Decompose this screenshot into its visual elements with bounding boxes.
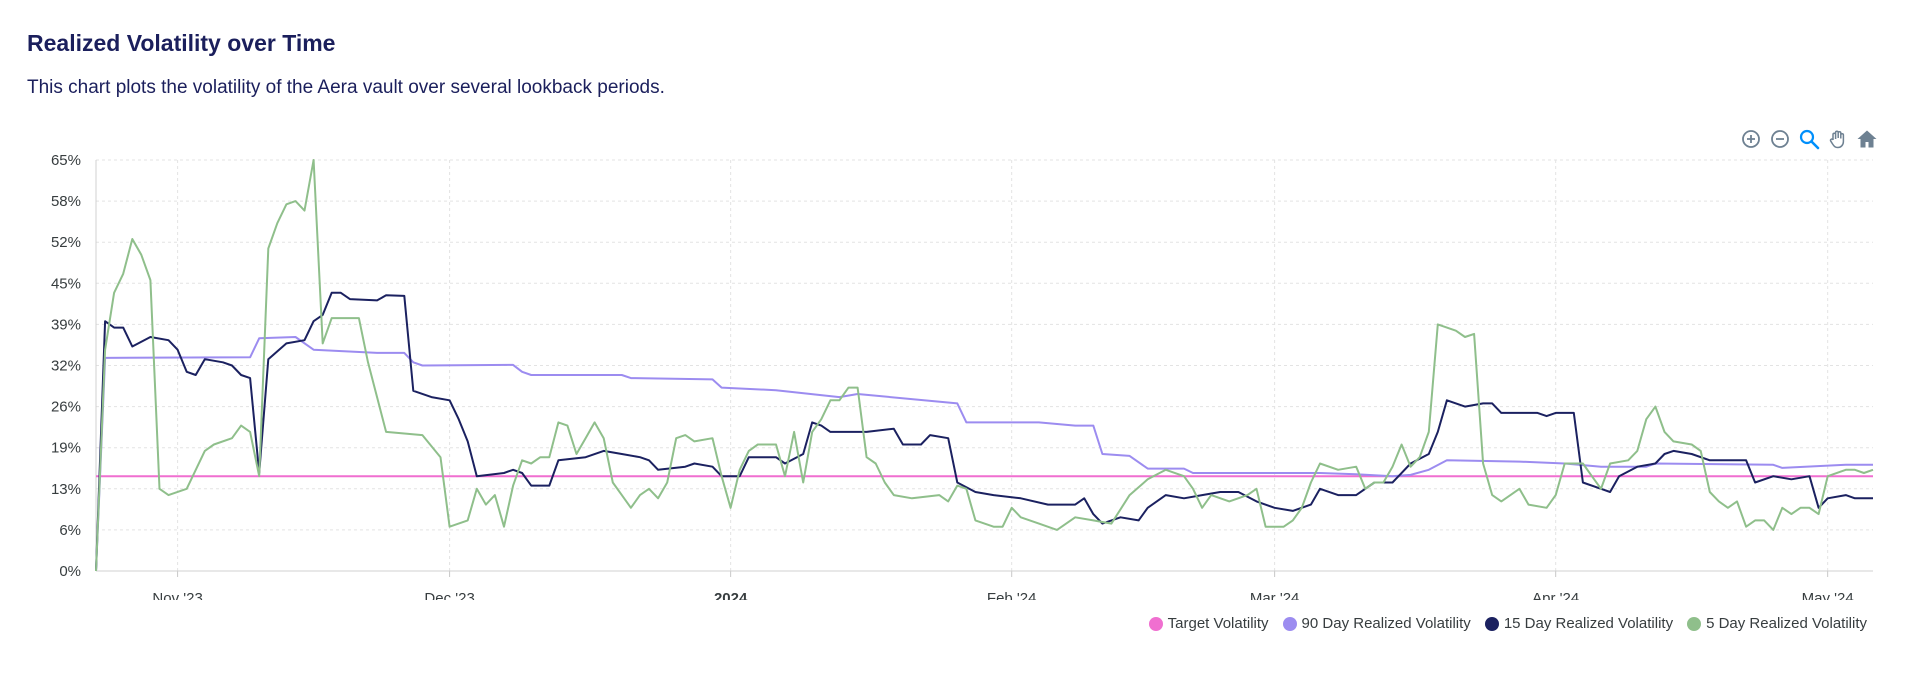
legend-marker xyxy=(1484,616,1499,631)
legend-label: 15 Day Realized Volatility xyxy=(1503,615,1674,632)
selection-zoom-icon[interactable] xyxy=(1796,126,1822,152)
x-tick-label: Feb '24 xyxy=(987,590,1037,600)
legend-label: 5 Day Realized Volatility xyxy=(1706,615,1867,632)
y-tick-label: 65% xyxy=(51,152,81,169)
x-tick-label: Apr '24 xyxy=(1532,590,1579,600)
pan-icon[interactable] xyxy=(1825,126,1851,152)
legend-marker xyxy=(1282,616,1297,631)
90-day-realized-volatility-line xyxy=(95,336,1873,572)
legend-item-90-day-realized-volatility[interactable]: 90 Day Realized Volatility xyxy=(1282,615,1471,632)
legend-item-5-day-realized-volatility[interactable]: 5 Day Realized Volatility xyxy=(1687,615,1867,632)
x-tick-label: Dec '23 xyxy=(424,590,474,600)
zoom-out-icon[interactable] xyxy=(1767,126,1793,152)
legend-item-target-volatility[interactable]: Target Volatility xyxy=(1148,615,1269,632)
volatility-line-chart: 0% 6% 13% 19% 26% 32% 39% 45% 52% 58% 65% Nov '23 De… xyxy=(51,152,1874,600)
x-tick-label: Mar '24 xyxy=(1250,590,1300,600)
legend-marker xyxy=(1148,616,1163,631)
y-tick-label: 45% xyxy=(51,275,81,292)
zoom-in-icon[interactable] xyxy=(1738,126,1764,152)
legend-item-15-day-realized-volatility[interactable]: 15 Day Realized Volatility xyxy=(1484,615,1674,632)
y-tick-label: 32% xyxy=(51,358,81,375)
y-tick-label: 19% xyxy=(51,440,81,457)
5-day-realized-volatility-line xyxy=(95,159,1874,572)
legend-label: 90 Day Realized Volatility xyxy=(1301,615,1471,632)
chart-legend: Target Volatility 90 Day Realized Volatil… xyxy=(1148,615,1867,632)
y-tick-label: 58% xyxy=(51,193,81,210)
x-tick-label: 2024 xyxy=(714,590,748,600)
legend-marker xyxy=(1687,616,1702,631)
chart-subtitle: This chart plots the volatility of the A… xyxy=(27,77,665,98)
y-tick-label: 26% xyxy=(51,399,81,416)
y-tick-label: 39% xyxy=(51,316,81,333)
x-tick-label: May '24 xyxy=(1802,590,1854,600)
y-tick-label: 52% xyxy=(51,234,81,251)
y-tick-label: 0% xyxy=(59,563,81,580)
y-tick-label: 6% xyxy=(59,522,81,539)
y-tick-label: 13% xyxy=(51,481,81,498)
chart-toolbar xyxy=(1738,126,1880,152)
reset-home-icon[interactable] xyxy=(1854,126,1880,152)
chart-title: Realized Volatility over Time xyxy=(27,30,336,56)
legend-label: Target Volatility xyxy=(1167,615,1269,632)
15-day-realized-volatility-line xyxy=(95,291,1873,572)
x-tick-label: Nov '23 xyxy=(152,590,202,600)
